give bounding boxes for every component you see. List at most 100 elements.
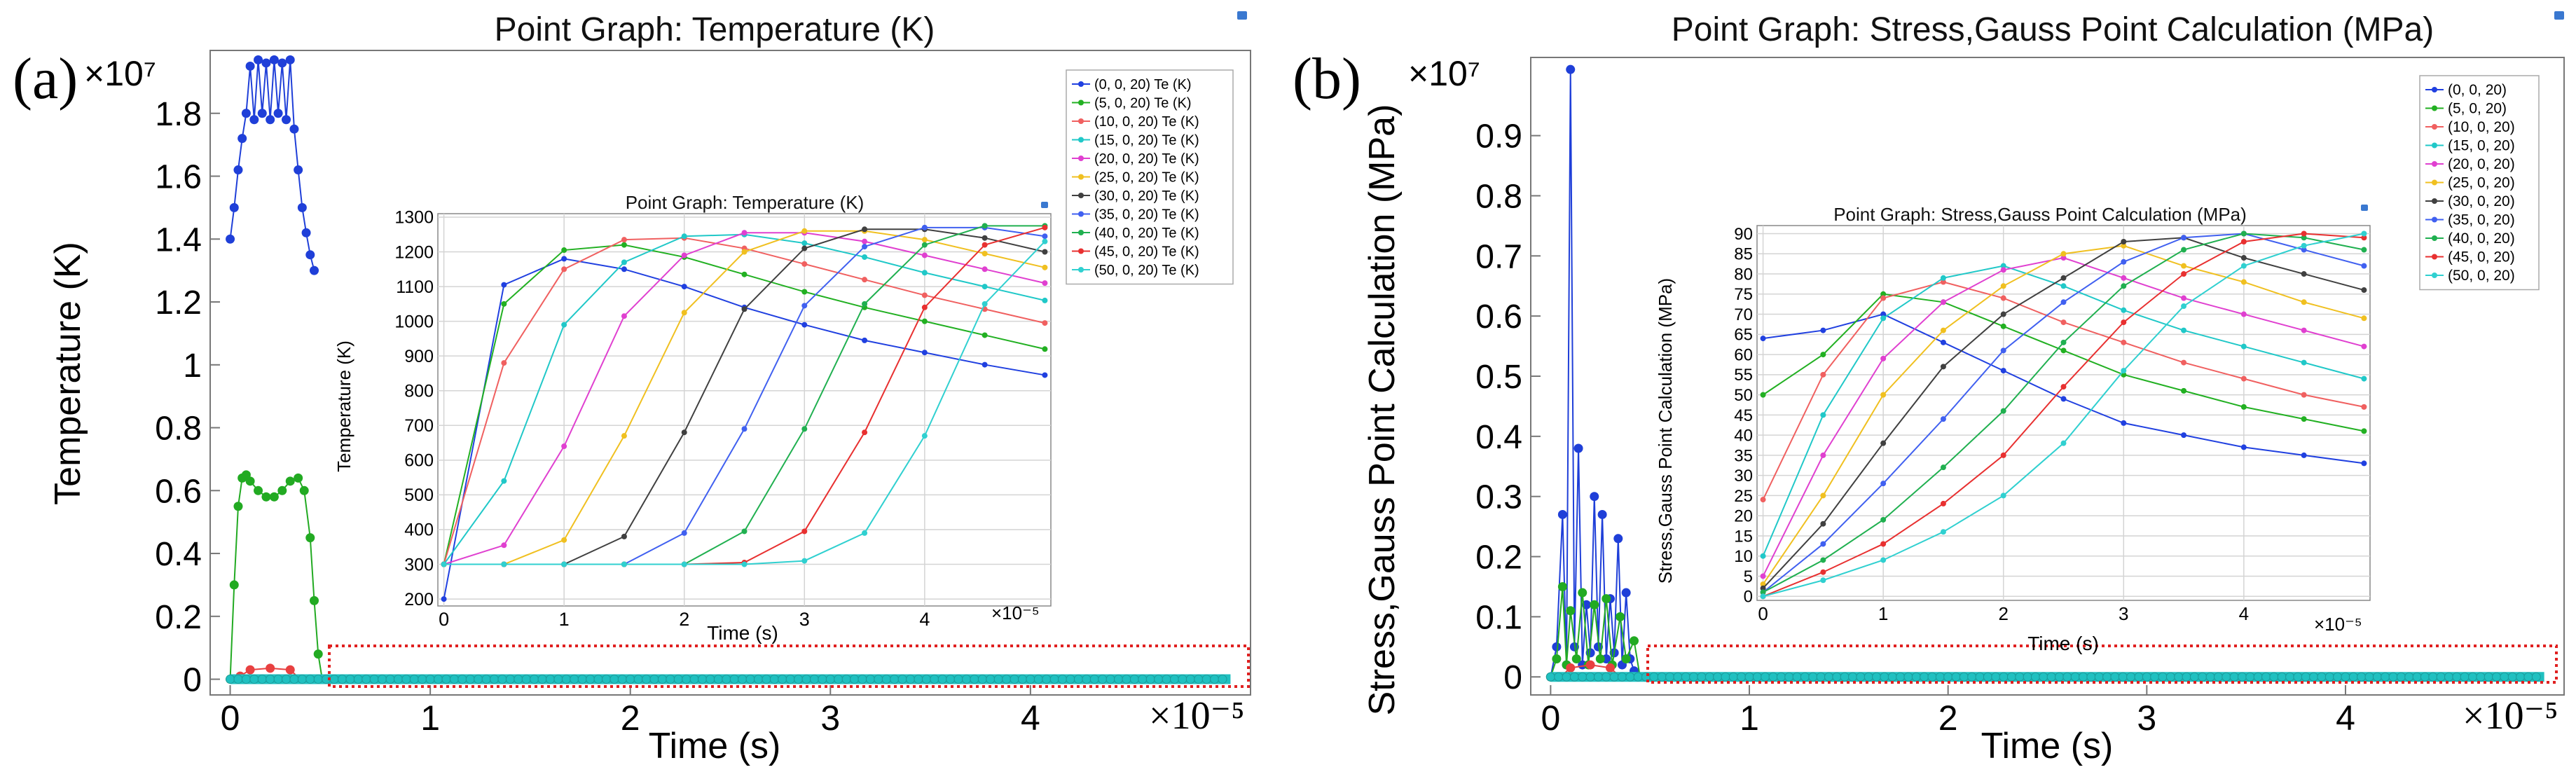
main-data-point: [2182, 672, 2191, 682]
main-data-point: [617, 675, 627, 684]
main-series-line: [229, 60, 315, 271]
inset-data-point: [2361, 460, 2367, 467]
main-data-point: [1927, 672, 1937, 682]
inset-data-point: [2240, 230, 2247, 237]
legend-marker: [1078, 156, 1084, 161]
inset-y-tick-label: 10: [1734, 547, 1753, 566]
inset-data-point: [621, 237, 627, 243]
inset-x-tick-label: 1: [1878, 603, 1888, 624]
panel-b-inset-ylabel: Stress,Gauss Point Calculation (MPa): [1655, 278, 1676, 584]
main-data-point: [890, 675, 900, 684]
inset-data-point: [862, 254, 868, 260]
main-data-point: [393, 675, 403, 684]
inset-data-point: [2240, 311, 2247, 317]
main-data-point: [1566, 606, 1576, 616]
inset-data-point: [801, 228, 808, 234]
panel-b-title: Point Graph: Stress,Gauss Point Calculat…: [1672, 11, 2434, 48]
main-data-point: [2165, 672, 2175, 682]
main-data-point: [2174, 672, 2184, 682]
main-data-point: [2039, 672, 2048, 682]
inset-data-point: [2361, 315, 2367, 322]
legend-entry: (30, 0, 20) Te (K): [1094, 188, 1199, 204]
main-data-point: [1566, 663, 1576, 673]
main-data-point: [1616, 612, 1625, 621]
main-data-point: [1792, 672, 1802, 682]
main-data-point: [2492, 672, 2502, 682]
inset-x-tick-label: 2: [1998, 603, 2008, 624]
main-data-point: [1617, 672, 1627, 682]
main-data-point: [2364, 672, 2374, 682]
x-tick-label: 3: [820, 698, 840, 738]
main-data-point: [2229, 672, 2239, 682]
inset-data-point: [741, 528, 748, 535]
inset-plot-frame: [437, 213, 1052, 607]
main-data-point: [1218, 675, 1227, 684]
main-data-point: [285, 476, 295, 486]
main-data-point: [282, 115, 291, 125]
inset-y-tick-label: 300: [404, 555, 434, 574]
main-data-point: [1162, 675, 1171, 684]
inset-data-point: [501, 478, 507, 484]
main-data-point: [633, 675, 643, 684]
inset-data-point: [1880, 315, 1887, 322]
inset-data-point: [621, 561, 627, 567]
main-data-point: [1832, 672, 1842, 682]
main-data-point: [1089, 675, 1099, 684]
inset-y-tick-label: 20: [1734, 507, 1753, 526]
main-data-point: [2428, 672, 2438, 682]
main-data-point: [865, 675, 875, 684]
main-data-point: [1590, 600, 1599, 609]
main-data-point: [769, 675, 779, 684]
main-data-point: [465, 675, 475, 684]
main-data-point: [481, 675, 491, 684]
main-data-point: [401, 675, 411, 684]
inset-data-point: [1820, 452, 1826, 458]
legend-entry: (10, 0, 20): [2448, 119, 2515, 135]
inset-data-point: [801, 245, 808, 251]
legend-marker: [2432, 216, 2437, 223]
main-data-point: [1864, 672, 1873, 682]
main-data-point: [226, 675, 235, 684]
main-data-point: [946, 675, 956, 684]
inset-data-point: [1042, 238, 1048, 244]
panel-b-small-icon: [2554, 11, 2564, 20]
inset-data-point: [681, 252, 687, 259]
main-data-point: [457, 675, 467, 684]
main-data-point: [1920, 672, 1929, 682]
main-data-point: [1058, 675, 1068, 684]
main-data-point: [2381, 672, 2390, 682]
inset-data-point: [982, 250, 988, 256]
panel-a-zoom-box: [328, 645, 1250, 688]
main-data-point: [586, 675, 595, 684]
main-data-point: [1649, 672, 1659, 682]
legend-marker: [1078, 267, 1084, 273]
legend-marker: [2432, 235, 2437, 241]
main-data-point: [261, 58, 271, 68]
inset-data-point: [2361, 428, 2367, 434]
inset-data-point: [2301, 235, 2307, 241]
main-data-point: [986, 675, 996, 684]
main-data-point: [545, 675, 555, 684]
inset-data-point: [2121, 242, 2127, 249]
inset-y-tick-label: 80: [1734, 265, 1753, 284]
inset-data-point: [561, 322, 567, 328]
legend-entry: (30, 0, 20): [2448, 193, 2515, 209]
inset-data-point: [2181, 387, 2187, 394]
main-data-point: [353, 675, 363, 684]
main-data-point: [245, 476, 255, 486]
main-data-point: [1609, 672, 1619, 682]
main-data-point: [2094, 672, 2104, 682]
main-data-point: [1999, 672, 2009, 682]
main-data-point: [257, 109, 267, 118]
main-data-point: [2444, 672, 2453, 682]
inset-y-tick-label: 85: [1734, 245, 1753, 264]
main-data-point: [1194, 675, 1204, 684]
main-data-point: [2213, 672, 2223, 682]
inset-data-point: [681, 530, 687, 536]
y-tick-label: 0.2: [1475, 539, 1522, 577]
x-tick-label: 4: [2336, 698, 2355, 738]
x-tick-label: 4: [1021, 698, 1040, 738]
inset-data-point: [501, 282, 507, 288]
main-data-point: [570, 675, 579, 684]
inset-y-tick-label: 40: [1734, 427, 1753, 446]
